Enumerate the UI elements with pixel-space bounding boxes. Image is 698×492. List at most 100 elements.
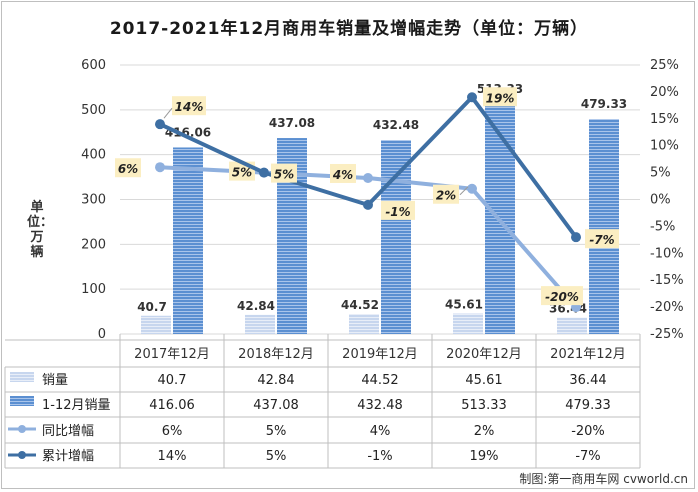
y2-tick-label: 0% xyxy=(650,193,671,208)
ytd-growth-point xyxy=(259,167,269,178)
table-row-label: 销量 xyxy=(42,373,68,388)
ytd-growth-label-bg xyxy=(172,96,206,116)
table-cell: 479.33 xyxy=(565,398,611,413)
y2-tick-label: 25% xyxy=(650,58,679,73)
table-cell: 19% xyxy=(470,449,499,464)
ytd-growth-label: 5% xyxy=(274,168,294,182)
chart-credit: 制图:第一商用车网 cvworld.cn xyxy=(519,472,688,486)
y2-tick-label: -25% xyxy=(650,327,684,342)
yoy-growth-label: -20% xyxy=(545,290,579,304)
bar-sales xyxy=(453,313,483,334)
bar-sales xyxy=(141,315,171,334)
ytd-growth-point xyxy=(571,232,581,243)
table-cell: 45.61 xyxy=(465,373,502,388)
yoy-growth-point xyxy=(155,162,165,173)
ytd-growth-label: 19% xyxy=(486,91,515,105)
yoy-growth-label: 2% xyxy=(436,189,456,203)
y-tick-label: 400 xyxy=(81,148,106,163)
bar-ytd-label: 416.06 xyxy=(165,125,211,139)
bar-sales xyxy=(557,317,587,334)
table-cell: 14% xyxy=(158,449,187,464)
table-cell: 42.84 xyxy=(257,373,294,388)
bar-ytd-label: 432.48 xyxy=(373,118,419,132)
legend-key-cum-dot xyxy=(18,451,26,459)
yoy-growth-label-bg xyxy=(433,184,459,204)
ytd-growth-label-bg xyxy=(483,87,517,107)
y2-tick-label: 20% xyxy=(650,85,679,100)
yoy-growth-point xyxy=(363,172,373,183)
y-axis-label: 单位：万辆 xyxy=(27,200,54,260)
label-leader xyxy=(163,107,173,119)
label-leader xyxy=(459,186,469,196)
table-cell: 5% xyxy=(266,424,287,439)
table-row-label: 1-12月销量 xyxy=(42,398,111,413)
table-row-label: 同比增幅 xyxy=(42,424,94,439)
y-tick-label: 500 xyxy=(81,103,106,118)
bar-ytd-sales xyxy=(173,147,203,334)
table-cell: 416.06 xyxy=(149,398,195,413)
bar-sales-label: 42.84 xyxy=(237,299,275,313)
ytd-growth-label: -7% xyxy=(589,233,614,247)
ytd-growth-label-bg xyxy=(585,229,619,249)
yoy-growth-label-bg xyxy=(330,163,356,183)
table-cell: 40.7 xyxy=(158,373,187,388)
ytd-growth-label-bg xyxy=(271,163,297,183)
y2-tick-label: -5% xyxy=(650,219,675,234)
legend-key-sales xyxy=(10,372,34,382)
table-cell: 432.48 xyxy=(357,398,403,413)
ytd-growth-point xyxy=(467,92,477,103)
y-tick-label: 600 xyxy=(81,58,106,73)
table-cell: 4% xyxy=(370,424,391,439)
y-tick-label: 0 xyxy=(98,327,106,342)
y-tick-label: 300 xyxy=(81,193,106,208)
y-tick-label: 100 xyxy=(81,282,106,297)
yoy-growth-label: 6% xyxy=(118,162,138,176)
bar-sales-label: 40.7 xyxy=(137,300,167,314)
y2-tick-label: 15% xyxy=(650,112,679,127)
y-tick-label: 200 xyxy=(81,237,106,252)
bar-sales-label: 45.61 xyxy=(445,298,483,312)
y2-tick-label: 5% xyxy=(650,166,671,181)
bar-ytd-sales xyxy=(381,140,411,334)
table-cell: 36.44 xyxy=(569,373,606,388)
ytd-growth-point xyxy=(363,199,373,210)
table-cell: 44.52 xyxy=(361,373,398,388)
x-tick-label: 2020年12月 xyxy=(446,347,522,362)
legend-key-ytd xyxy=(10,396,34,406)
yoy-growth-label: 5% xyxy=(232,166,252,180)
y2-tick-label: -10% xyxy=(650,246,684,261)
table-cell: 6% xyxy=(162,424,183,439)
bar-ytd-label: 479.33 xyxy=(581,97,627,111)
ytd-growth-label: -1% xyxy=(385,205,410,219)
legend-key-yoy-dot xyxy=(18,425,26,433)
x-tick-label: 2017年12月 xyxy=(134,347,210,362)
bar-sales xyxy=(245,314,275,334)
ytd-growth-label-bg xyxy=(381,200,415,220)
bar-ytd-label: 437.08 xyxy=(269,116,315,130)
x-tick-label: 2021年12月 xyxy=(550,347,626,362)
table-cell: 2% xyxy=(474,424,495,439)
x-tick-label: 2018年12月 xyxy=(238,347,314,362)
ytd-growth-label: 14% xyxy=(175,100,204,114)
table-cell: 5% xyxy=(266,449,287,464)
y2-tick-label: -15% xyxy=(650,273,684,288)
table-cell: -20% xyxy=(571,424,605,439)
bar-sales-label: 44.52 xyxy=(341,298,379,312)
table-cell: 513.33 xyxy=(461,398,507,413)
yoy-growth-label-bg xyxy=(541,286,583,306)
table-cell: -1% xyxy=(367,449,392,464)
ytd-growth-point xyxy=(155,119,165,130)
yoy-growth-label-bg xyxy=(115,158,141,178)
yoy-growth-point xyxy=(467,183,477,194)
table-row-label: 累计增幅 xyxy=(42,449,94,464)
chart-title: 2017-2021年12月商用车销量及增幅走势（单位：万辆） xyxy=(109,19,589,39)
yoy-growth-label: 4% xyxy=(332,168,353,182)
table-cell: -7% xyxy=(575,449,600,464)
bar-ytd-sales xyxy=(589,119,619,335)
x-tick-label: 2019年12月 xyxy=(342,347,418,362)
y2-tick-label: 10% xyxy=(650,139,679,154)
table-cell: 437.08 xyxy=(253,398,299,413)
y2-tick-label: -20% xyxy=(650,300,684,315)
